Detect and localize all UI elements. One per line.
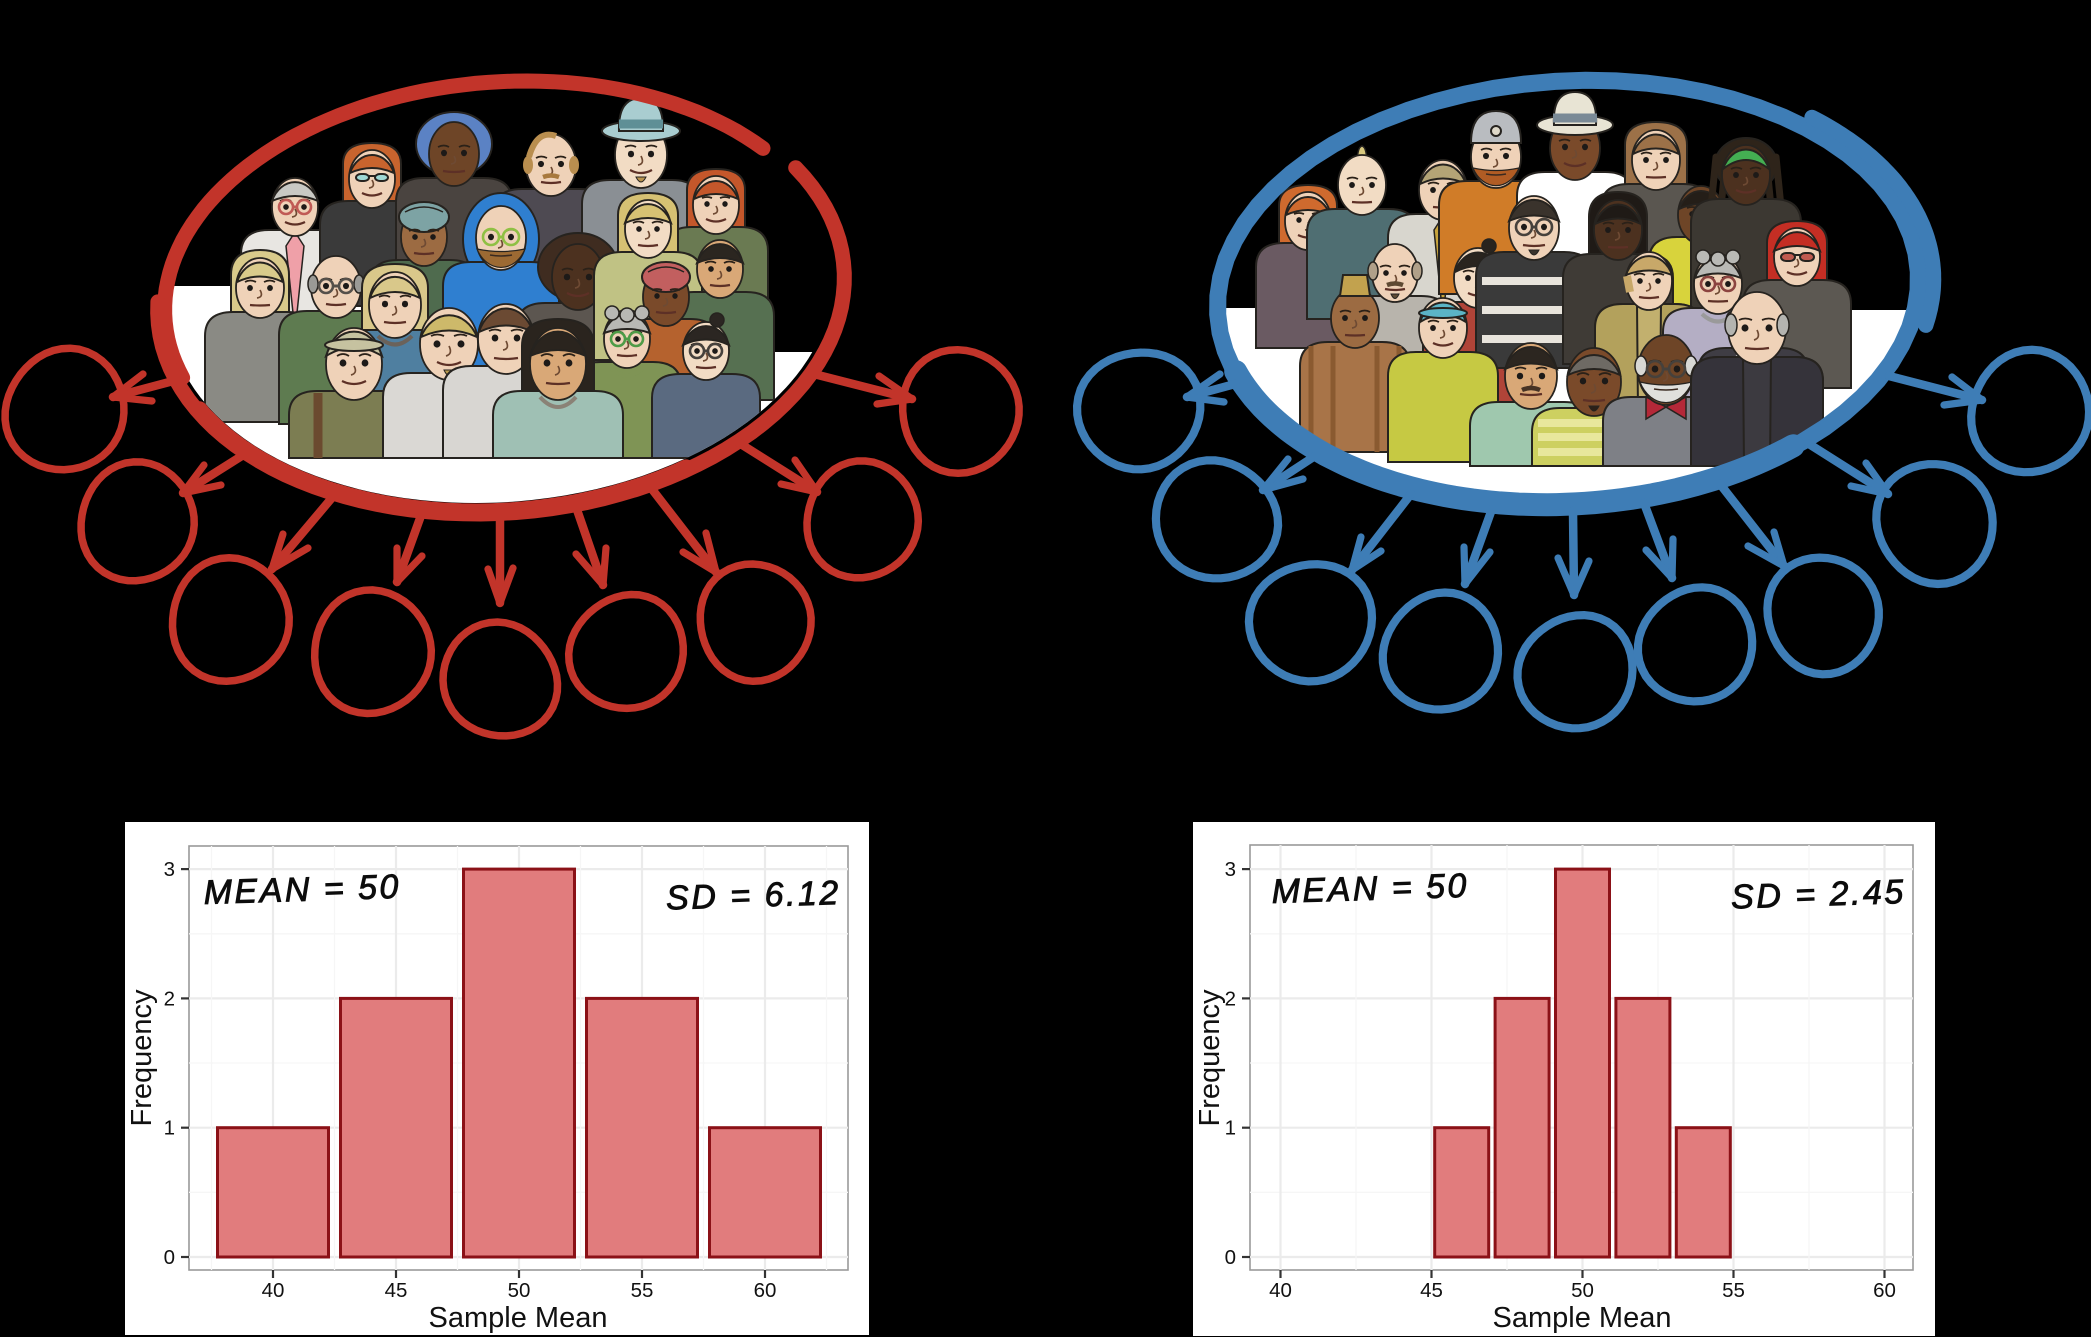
svg-text:60: 60 xyxy=(1873,1279,1896,1302)
svg-text:55: 55 xyxy=(1722,1279,1745,1302)
svg-text:45: 45 xyxy=(385,1279,408,1302)
svg-text:SD = 6.12: SD = 6.12 xyxy=(665,874,841,917)
svg-text:50: 50 xyxy=(1571,1279,1594,1302)
svg-text:55: 55 xyxy=(631,1279,654,1302)
svg-text:Frequency: Frequency xyxy=(126,989,158,1127)
svg-text:50: 50 xyxy=(508,1279,531,1302)
svg-text:0: 0 xyxy=(1225,1246,1236,1269)
svg-text:3: 3 xyxy=(164,858,175,881)
svg-text:2: 2 xyxy=(164,987,175,1010)
svg-text:3: 3 xyxy=(1225,858,1236,881)
svg-text:40: 40 xyxy=(1269,1279,1292,1302)
svg-text:Sample Mean: Sample Mean xyxy=(1493,1302,1672,1334)
svg-text:0: 0 xyxy=(164,1246,175,1269)
svg-text:2: 2 xyxy=(1225,987,1236,1010)
svg-text:1: 1 xyxy=(1225,1117,1236,1140)
svg-text:Sample Mean: Sample Mean xyxy=(429,1302,608,1334)
svg-text:MEAN = 50: MEAN = 50 xyxy=(1271,867,1469,911)
svg-text:SD = 2.45: SD = 2.45 xyxy=(1730,873,1906,916)
svg-text:1: 1 xyxy=(164,1117,175,1140)
svg-text:40: 40 xyxy=(262,1279,285,1302)
svg-text:60: 60 xyxy=(754,1279,777,1302)
svg-text:MEAN = 50: MEAN = 50 xyxy=(203,868,401,912)
svg-text:45: 45 xyxy=(1420,1279,1443,1302)
svg-text:Frequency: Frequency xyxy=(1194,989,1226,1127)
